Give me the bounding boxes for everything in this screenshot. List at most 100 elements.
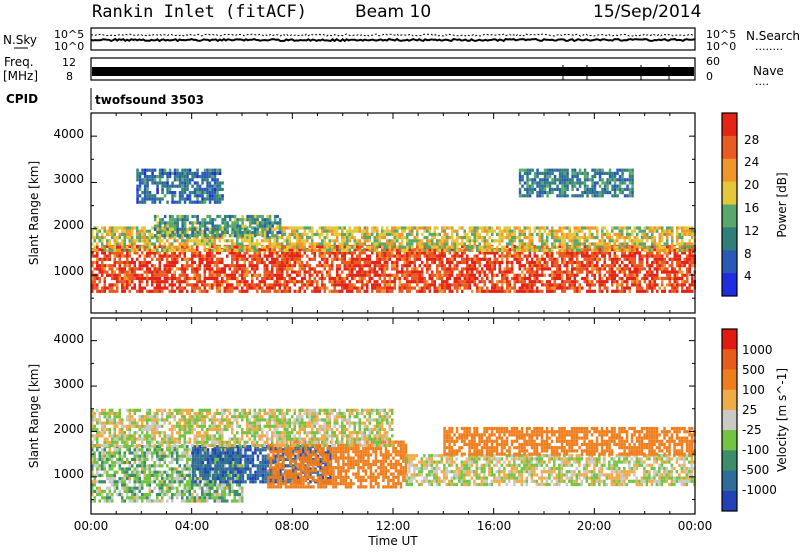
power-cell (643, 242, 646, 246)
power-cell (243, 245, 246, 249)
power-cell (593, 168, 597, 172)
power-cell (546, 175, 549, 179)
power-cell (446, 283, 449, 287)
power-cell (266, 286, 269, 290)
power-cell (303, 251, 306, 255)
power-cell (166, 191, 169, 195)
power-cell (426, 267, 429, 271)
power-cell (408, 242, 411, 246)
power-cell (191, 184, 194, 188)
power-cell (651, 286, 654, 290)
power-cell (171, 194, 174, 198)
power-cell (606, 184, 609, 188)
power-cell (383, 267, 386, 271)
power-cell (191, 264, 194, 268)
power-cell (398, 289, 401, 293)
power-cell (511, 229, 514, 233)
power-cell (401, 270, 404, 274)
power-cell (253, 283, 256, 287)
power-cell (558, 264, 561, 268)
power-cell (556, 257, 559, 261)
power-cell (443, 226, 446, 230)
power-cell (641, 276, 644, 281)
power-cell (556, 184, 559, 188)
power-cell (313, 289, 316, 293)
power-cell (128, 283, 131, 287)
power-cell (638, 245, 641, 249)
velocity-cell (91, 470, 94, 474)
power-cell (408, 239, 411, 243)
power-cell (611, 226, 614, 230)
power-cell (191, 214, 194, 219)
power-cell (616, 187, 619, 191)
power-cell (111, 248, 114, 252)
power-cell (463, 267, 466, 271)
power-cell (618, 229, 621, 233)
power-cell (301, 248, 304, 252)
power-cell (508, 286, 511, 290)
power-cell (561, 260, 564, 265)
power-cell (461, 248, 464, 252)
power-cell (101, 273, 104, 277)
power-cell (413, 267, 416, 271)
power-cell (371, 248, 374, 252)
power-cell (271, 230, 274, 235)
power-cell (351, 273, 354, 277)
noise-right-tick-top: 10^5 (706, 28, 736, 41)
power-cell (563, 232, 566, 236)
power-cell (246, 226, 249, 230)
power-cell (553, 289, 556, 293)
power-cell (553, 168, 557, 172)
power-cell (598, 273, 601, 277)
power-cell (536, 264, 539, 268)
power-cell (526, 283, 529, 287)
power-cell (668, 283, 671, 287)
power-cell (281, 232, 284, 236)
power-cell (113, 245, 116, 249)
power-cell (353, 273, 356, 277)
power-cell (353, 245, 356, 249)
power-cell (268, 251, 271, 255)
power-cell (583, 191, 587, 195)
power-cell (451, 226, 454, 230)
power-cell (238, 264, 241, 268)
power-cell (198, 184, 202, 188)
power-cell (101, 270, 104, 274)
power-cell (431, 236, 434, 240)
power-cell (333, 280, 336, 284)
power-cell (483, 273, 486, 277)
power-cell (383, 229, 386, 233)
power-cell (188, 171, 192, 175)
power-cell (528, 283, 531, 287)
power-cell (413, 248, 416, 252)
power-cell (628, 171, 632, 175)
power-cell (538, 178, 542, 182)
power-cell (353, 260, 356, 265)
power-cell (661, 236, 664, 240)
power-cell (101, 289, 104, 293)
frequency-panel: Freq. [MHz] 12 8 60 0 Nave .... (3, 55, 784, 88)
power-cell (551, 273, 554, 277)
power-cell (296, 289, 299, 293)
power-cell (558, 194, 562, 198)
power-cell (136, 236, 139, 240)
power-range-tick-2000: 2000 (53, 218, 84, 232)
power-cell (193, 260, 196, 265)
power-cell (256, 230, 259, 235)
power-cell (571, 175, 574, 179)
power-cell (348, 283, 351, 287)
power-cell (468, 273, 471, 277)
power-cell (251, 264, 254, 268)
power-cell (233, 244, 236, 249)
power-cell (138, 286, 141, 290)
power-cell (626, 229, 629, 233)
power-cell (428, 229, 431, 233)
power-cell (671, 257, 674, 261)
power-cell (101, 286, 104, 290)
power-cell (193, 221, 197, 225)
power-cell (551, 270, 554, 274)
power-cell (113, 260, 116, 265)
power-cell (633, 264, 636, 268)
power-cell (691, 254, 694, 258)
power-cell (226, 230, 229, 235)
